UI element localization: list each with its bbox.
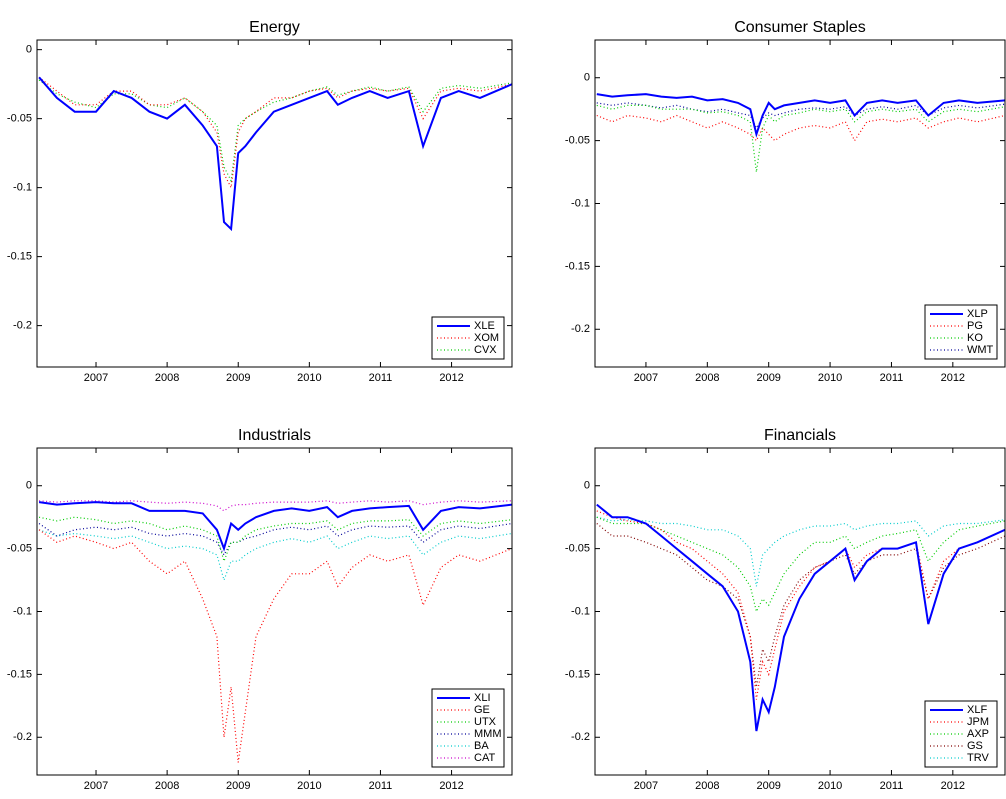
x-tick-label: 2007 — [634, 780, 658, 792]
x-tick-label: 2012 — [941, 372, 965, 384]
axes-border — [36, 39, 513, 368]
chart-title: Industrials — [238, 427, 311, 444]
x-tick-label: 2012 — [439, 780, 463, 792]
y-tick-label: -0.15 — [565, 260, 590, 272]
y-tick-label: -0.2 — [571, 731, 590, 743]
x-tick-label: 2011 — [880, 780, 904, 792]
x-tick-label: 2011 — [369, 780, 393, 792]
x-tick-label: 2010 — [818, 372, 842, 384]
y-tick-label: -0.1 — [13, 182, 32, 194]
y-tick-label: -0.05 — [565, 135, 590, 147]
x-tick-label: 2008 — [695, 372, 719, 384]
legend-label: AXP — [967, 728, 989, 740]
legend-label: WMT — [967, 344, 994, 356]
series-line — [38, 79, 512, 183]
y-tick-label: -0.15 — [7, 251, 32, 263]
x-tick-label: 2008 — [695, 780, 719, 792]
series-line — [38, 76, 512, 190]
x-tick-label: 2008 — [155, 780, 179, 792]
axes-border — [36, 447, 513, 776]
y-tick-label: -0.2 — [571, 323, 590, 335]
series-line — [596, 503, 1005, 732]
x-tick-label: 2012 — [941, 780, 965, 792]
y-tick-label: -0.15 — [7, 668, 32, 680]
series-line — [596, 516, 1005, 587]
y-tick-label: -0.05 — [565, 543, 590, 555]
x-tick-label: 2010 — [297, 372, 321, 384]
y-tick-label: 0 — [26, 44, 32, 56]
y-tick-label: 0 — [584, 72, 590, 84]
legend-label: CAT — [474, 752, 495, 764]
legend-label: GE — [474, 704, 490, 716]
x-tick-label: 2007 — [84, 372, 108, 384]
series-line — [596, 510, 1005, 700]
legend-label: PG — [967, 320, 983, 332]
series-line — [38, 76, 512, 232]
axes-border — [594, 447, 1006, 776]
y-tick-label: -0.2 — [13, 320, 32, 332]
series-line — [38, 529, 512, 583]
series-line — [596, 102, 1005, 130]
legend-label: UTX — [474, 716, 497, 728]
y-tick-label: -0.1 — [13, 605, 32, 617]
legend-label: XLP — [967, 308, 988, 320]
legend-label: XLE — [474, 320, 495, 332]
chart-title: Energy — [249, 19, 300, 36]
legend-label: GS — [967, 740, 983, 752]
legend-label: JPM — [967, 716, 989, 728]
series-line — [596, 93, 1005, 138]
series-line — [596, 114, 1005, 142]
series-line — [596, 104, 1005, 173]
y-tick-label: -0.1 — [571, 197, 590, 209]
x-tick-label: 2010 — [818, 780, 842, 792]
legend-label: TRV — [967, 752, 989, 764]
x-tick-label: 2011 — [880, 372, 904, 384]
y-tick-label: -0.05 — [7, 113, 32, 125]
y-tick-label: -0.1 — [571, 605, 590, 617]
series-line — [38, 501, 512, 552]
axes-frame — [37, 40, 512, 367]
legend-label: XLI — [474, 692, 491, 704]
legend-label: BA — [474, 740, 489, 752]
x-tick-label: 2010 — [297, 780, 321, 792]
x-tick-label: 2009 — [756, 780, 780, 792]
legend-label: KO — [967, 332, 983, 344]
x-tick-label: 2007 — [634, 372, 658, 384]
chart-title: Consumer Staples — [734, 19, 866, 36]
x-tick-label: 2009 — [226, 780, 250, 792]
x-tick-label: 2011 — [369, 372, 393, 384]
x-tick-label: 2007 — [84, 780, 108, 792]
y-tick-label: 0 — [584, 480, 590, 492]
legend-label: XLF — [967, 704, 987, 716]
chart-title: Financials — [764, 427, 836, 444]
series-line — [38, 522, 512, 557]
x-tick-label: 2009 — [226, 372, 250, 384]
axes-border — [594, 39, 1006, 368]
x-tick-label: 2012 — [439, 372, 463, 384]
series-line — [38, 516, 512, 564]
y-tick-label: 0 — [26, 480, 32, 492]
y-tick-label: -0.2 — [13, 731, 32, 743]
x-tick-label: 2009 — [756, 372, 780, 384]
legend-box — [431, 688, 505, 768]
legend-label: XOM — [474, 332, 499, 344]
legend-label: MMM — [474, 728, 502, 740]
legend-label: CVX — [474, 344, 497, 356]
x-tick-label: 2008 — [155, 372, 179, 384]
y-tick-label: -0.05 — [7, 543, 32, 555]
y-tick-label: -0.15 — [565, 668, 590, 680]
series-line — [596, 516, 1005, 614]
